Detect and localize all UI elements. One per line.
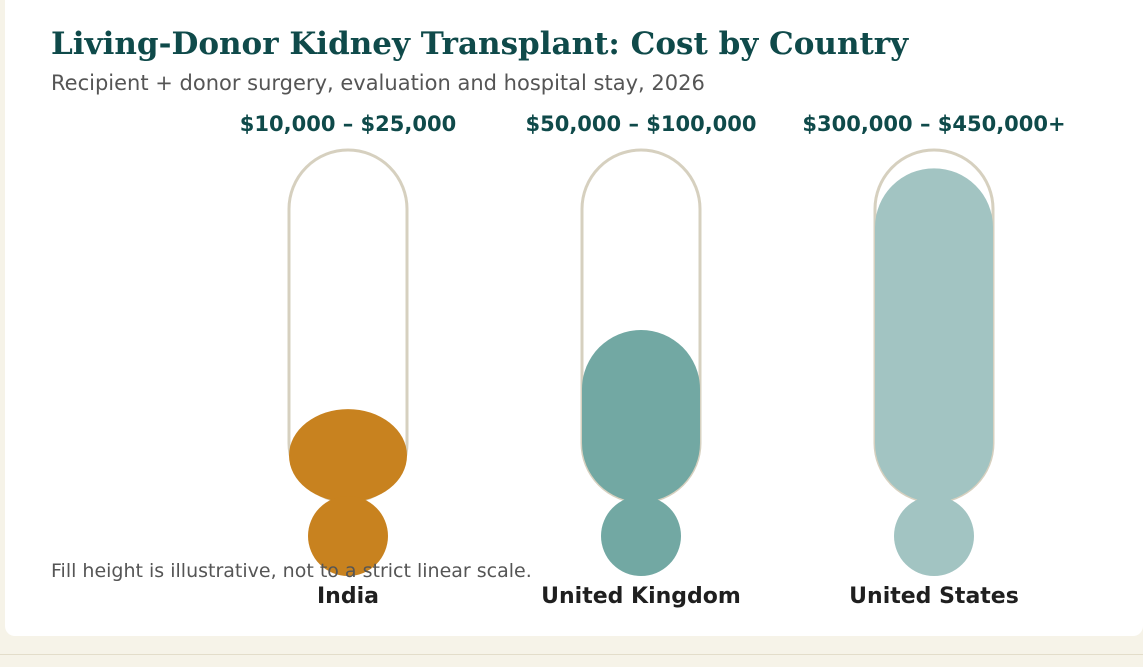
bar-fill-india	[289, 409, 407, 502]
bulb-united-kingdom	[601, 496, 681, 576]
category-label-united-kingdom: United Kingdom	[541, 584, 741, 609]
cost-label-united-states: $300,000 – $450,000+	[802, 112, 1065, 136]
thermometer-india: $10,000 – $25,000 India	[240, 112, 456, 609]
cost-label-india: $10,000 – $25,000	[240, 112, 456, 136]
divider	[0, 654, 1143, 655]
bulb-india	[308, 496, 388, 576]
bulb-united-states	[894, 496, 974, 576]
category-label-india: India	[317, 584, 379, 609]
chart-subtitle: Recipient + donor surgery, evaluation an…	[51, 71, 705, 95]
bar-fill-united-kingdom	[582, 330, 700, 502]
cost-label-united-kingdom: $50,000 – $100,000	[525, 112, 756, 136]
category-label-united-states: United States	[849, 584, 1019, 609]
chart-footnote: Fill height is illustrative, not to a st…	[51, 560, 532, 582]
thermometer-united-states: $300,000 – $450,000+ United States	[802, 112, 1065, 609]
thermometer-united-kingdom: $50,000 – $100,000 United Kingdom	[525, 112, 756, 609]
chart-title: Living-Donor Kidney Transplant: Cost by …	[51, 26, 909, 62]
bar-fill-united-states	[875, 168, 993, 502]
